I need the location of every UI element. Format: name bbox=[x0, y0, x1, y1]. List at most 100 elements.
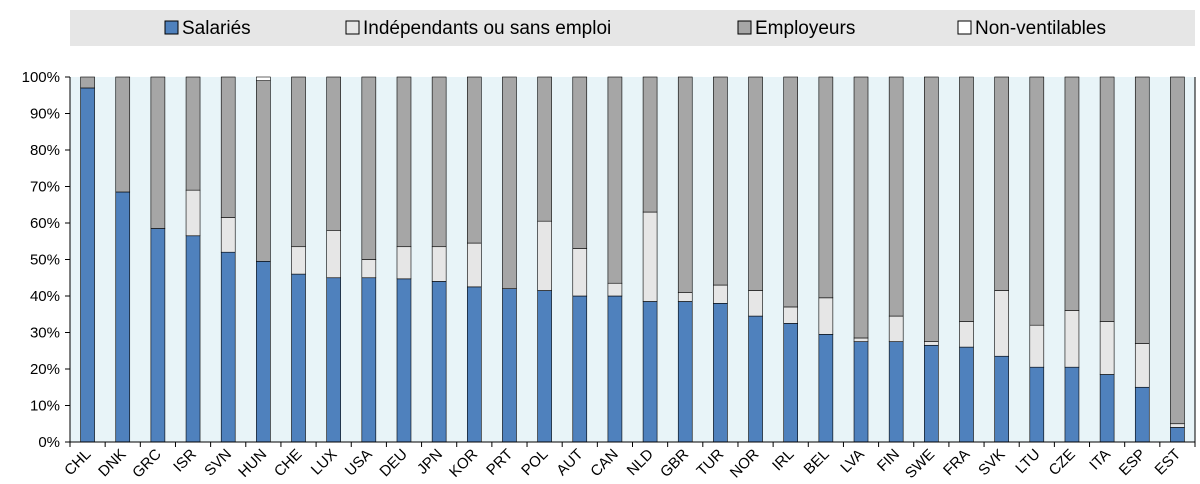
bar-HUN-0 bbox=[256, 261, 271, 443]
bar-DEU-2 bbox=[396, 76, 412, 248]
x-tick-label-GRC: GRC bbox=[129, 446, 165, 482]
legend-label-2: Employeurs bbox=[755, 18, 855, 39]
bar-CHE-0 bbox=[291, 273, 306, 443]
bar-ESP-1 bbox=[1134, 343, 1150, 388]
bar-BEL-0 bbox=[818, 334, 834, 443]
bar-CHE-1 bbox=[291, 246, 306, 275]
legend-background bbox=[70, 10, 1195, 46]
bar-BEL-2 bbox=[818, 76, 834, 299]
bars bbox=[80, 76, 1185, 443]
bar-CHE-2 bbox=[291, 76, 306, 248]
bar-AUT-0 bbox=[572, 295, 588, 443]
bar-EST-2 bbox=[1170, 76, 1185, 425]
bar-CZE-2 bbox=[1064, 76, 1080, 311]
x-tick-label-NOR: NOR bbox=[727, 446, 763, 482]
bar-HUN-2 bbox=[256, 80, 271, 262]
legend-swatch-0 bbox=[164, 20, 179, 35]
x-tick-label-CHE: CHE bbox=[271, 446, 305, 480]
bar-DEU-0 bbox=[396, 278, 412, 443]
bar-IRL-1 bbox=[783, 306, 799, 324]
bar-SWE-2 bbox=[924, 76, 939, 342]
bar-ITA-2 bbox=[1099, 76, 1115, 322]
bar-NLD-1 bbox=[642, 211, 658, 302]
bar-POL-2 bbox=[537, 76, 552, 222]
bar-CHL-0 bbox=[80, 87, 95, 443]
legend-label-3: Non-ventilables bbox=[975, 18, 1106, 39]
x-tick-label-GBR: GBR bbox=[657, 446, 692, 481]
bar-PRT-2 bbox=[502, 76, 517, 289]
bar-EST-0 bbox=[1170, 427, 1185, 443]
bar-ISR-0 bbox=[185, 235, 201, 443]
bar-GRC-0 bbox=[150, 228, 166, 443]
bar-CHL-2 bbox=[80, 76, 95, 89]
legend-swatch-1 bbox=[345, 20, 360, 35]
bar-SVN-0 bbox=[220, 251, 236, 443]
y-tick-label-1: 10% bbox=[30, 398, 60, 415]
bar-ESP-2 bbox=[1134, 76, 1150, 344]
x-tick-label-DEU: DEU bbox=[376, 446, 410, 480]
bar-LVA-1 bbox=[853, 337, 869, 342]
x-tick-label-CZE: CZE bbox=[1046, 446, 1079, 479]
bar-LVA-0 bbox=[853, 341, 869, 443]
y-tick-label-7: 70% bbox=[30, 179, 60, 196]
bar-LTU-2 bbox=[1029, 76, 1045, 326]
bar-SVN-1 bbox=[220, 217, 236, 253]
bar-NOR-2 bbox=[748, 76, 763, 291]
bar-FIN-2 bbox=[888, 76, 904, 317]
bar-USA-2 bbox=[361, 76, 377, 260]
y-tick-label-3: 30% bbox=[30, 325, 60, 342]
bar-CAN-2 bbox=[607, 76, 623, 284]
bar-BEL-1 bbox=[818, 297, 834, 335]
bar-LUX-0 bbox=[326, 277, 341, 443]
x-tick-label-SWE: SWE bbox=[902, 446, 938, 482]
bar-POL-1 bbox=[537, 220, 552, 291]
y-tick-label-10: 100% bbox=[22, 69, 60, 86]
bar-KOR-2 bbox=[466, 76, 482, 244]
bar-USA-0 bbox=[361, 277, 377, 443]
bar-JPN-0 bbox=[431, 281, 447, 443]
x-tick-label-NLD: NLD bbox=[624, 446, 657, 479]
x-tick-label-TUR: TUR bbox=[693, 446, 727, 480]
bar-FRA-2 bbox=[959, 76, 974, 322]
bar-FIN-1 bbox=[888, 315, 904, 342]
bar-AUT-2 bbox=[572, 76, 588, 249]
y-tick-label-9: 90% bbox=[30, 106, 60, 123]
bar-GBR-1 bbox=[677, 292, 693, 302]
bar-IRL-2 bbox=[783, 76, 799, 308]
x-tick-label-FRA: FRA bbox=[940, 446, 973, 479]
bar-SVK-2 bbox=[994, 76, 1009, 291]
bar-ITA-1 bbox=[1099, 321, 1115, 375]
bar-IRL-0 bbox=[783, 323, 799, 443]
bar-LVA-2 bbox=[853, 76, 869, 339]
bar-FRA-1 bbox=[959, 321, 974, 348]
x-tick-label-CAN: CAN bbox=[587, 446, 621, 480]
bar-GBR-0 bbox=[677, 301, 693, 443]
x-tick-label-SVK: SVK bbox=[975, 446, 1008, 479]
y-tick-label-2: 20% bbox=[30, 361, 60, 378]
bar-ITA-0 bbox=[1099, 374, 1115, 443]
bar-FIN-0 bbox=[888, 341, 904, 443]
legend: Salariés Indépendants ou sans emploi Emplo… bbox=[70, 10, 1195, 46]
bar-TUR-0 bbox=[713, 302, 728, 443]
x-tick-label-JPN: JPN bbox=[414, 446, 446, 478]
bar-JPN-1 bbox=[431, 246, 447, 282]
bar-LTU-0 bbox=[1029, 366, 1045, 443]
x-tick-label-AUT: AUT bbox=[553, 446, 586, 479]
bar-SWE-1 bbox=[924, 341, 939, 346]
x-tick-label-ITA: ITA bbox=[1086, 446, 1114, 474]
bar-SWE-0 bbox=[924, 344, 939, 443]
bar-AUT-1 bbox=[572, 248, 588, 297]
x-tick-label-HUN: HUN bbox=[235, 446, 270, 481]
bar-ISR-1 bbox=[185, 189, 201, 237]
bar-JPN-2 bbox=[431, 76, 447, 248]
x-tick-label-USA: USA bbox=[342, 446, 376, 480]
bar-GRC-2 bbox=[150, 76, 166, 229]
bar-POL-0 bbox=[537, 290, 552, 443]
bar-HUN-3 bbox=[256, 76, 271, 81]
bar-CAN-1 bbox=[607, 282, 623, 297]
y-tick-label-6: 60% bbox=[30, 215, 60, 232]
bar-DNK-2 bbox=[115, 76, 131, 193]
y-axis: 0% 10% 20% 30% 40% 50% 60% 70% 80% 90% 100% bbox=[22, 69, 1196, 451]
bar-TUR-2 bbox=[713, 76, 728, 286]
